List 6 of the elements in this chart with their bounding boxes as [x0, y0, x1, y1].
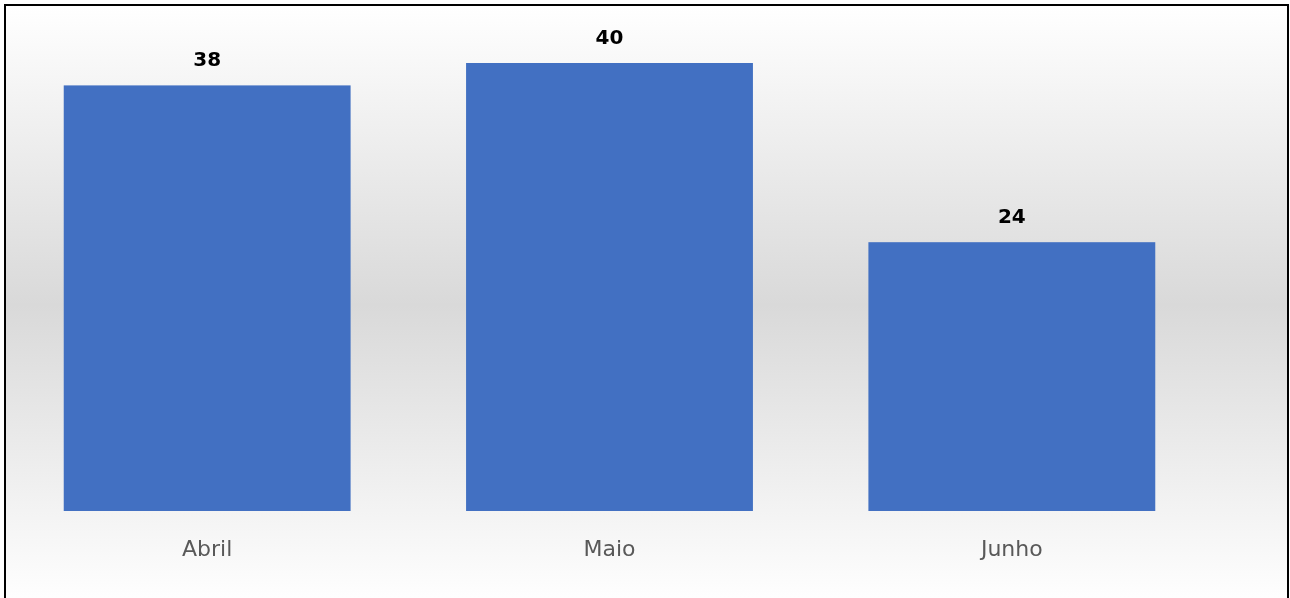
x-tick-label: Maio	[583, 536, 636, 561]
x-tick-label: Junho	[978, 536, 1043, 561]
data-label: 24	[997, 204, 1026, 229]
data-label: 40	[595, 25, 624, 49]
data-label: 38	[193, 47, 222, 72]
x-tick-label: Abril	[182, 536, 233, 561]
